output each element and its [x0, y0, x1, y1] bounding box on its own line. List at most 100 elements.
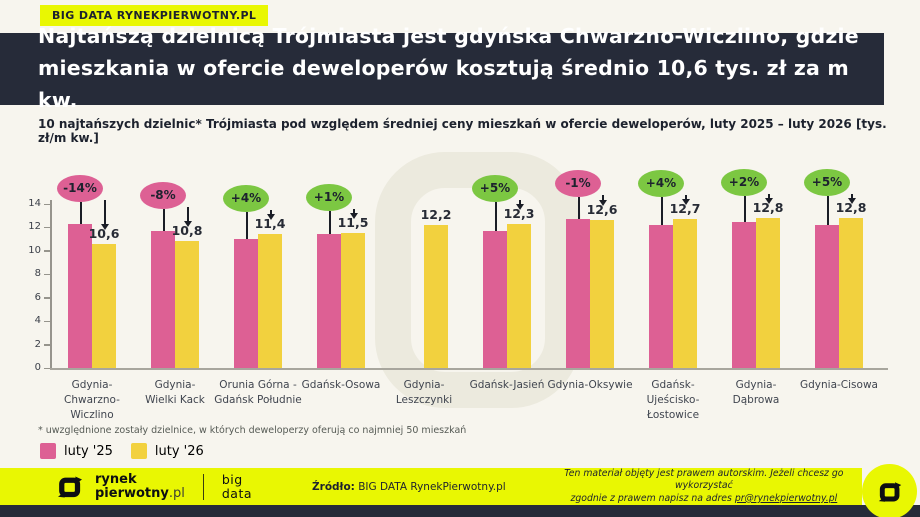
badge-connector-line	[827, 196, 829, 226]
brand-line1: rynek	[95, 471, 137, 487]
bar-luty25	[483, 230, 507, 368]
copyright-line1: Ten materiał objęty jest prawem autorski…	[564, 467, 844, 492]
footer-circle-logo	[862, 464, 917, 517]
source-value: BIG DATA RynekPierwotny.pl	[354, 480, 506, 493]
badge-connector-line	[578, 197, 580, 220]
legend-label-luty26: luty '26	[154, 443, 204, 459]
x-axis-label: Gdańsk-Jasień	[469, 379, 545, 391]
bar-value-label: 12,7	[669, 201, 701, 217]
x-axis-label: Gdynia-Cisowa	[800, 379, 878, 391]
email-link[interactable]: pr@rynekpierwotny.pl	[734, 492, 838, 504]
x-axis-label: Gdynia-Oksywie	[547, 379, 633, 391]
down-arrow-line	[685, 195, 687, 200]
x-axis-label: Gdańsk-Osowa	[301, 379, 381, 391]
down-arrow-head-icon	[266, 214, 275, 221]
bar-luty26	[507, 223, 531, 368]
y-axis-tick	[44, 320, 50, 323]
bar-luty25	[649, 225, 673, 368]
change-badge: -14%	[57, 174, 103, 202]
badge-connector-line	[661, 197, 663, 226]
bar-luty26	[839, 218, 863, 368]
footnote: * uwzględnione zostały dzielnice, w któr…	[38, 425, 467, 436]
down-arrow-line	[353, 209, 355, 214]
source-label: Źródło:	[312, 480, 355, 493]
brand-logo: rynek pierwotny.pl big data	[55, 472, 252, 502]
bar-value-label: 12,8	[835, 200, 867, 216]
bar-luty25	[234, 239, 258, 368]
x-axis-label: Orunia Górna - Gdańsk Południe	[214, 379, 302, 407]
down-arrow-line	[851, 194, 853, 199]
bar-value-label: 12,8	[752, 200, 784, 216]
bar-value-label: 12,2	[420, 207, 452, 223]
x-axis-label: Gdynia- Leszczynki	[395, 379, 453, 407]
change-badge: +2%	[721, 169, 767, 197]
bigdata-wordmark: big data	[222, 473, 252, 499]
bar-luty25	[317, 234, 341, 368]
change-badge: -1%	[555, 170, 601, 198]
rynekpierwotny-logo-icon	[58, 476, 82, 497]
badge-connector-line	[246, 212, 248, 240]
bar-value-label: 12,6	[586, 202, 618, 218]
change-badge: +4%	[223, 185, 269, 213]
down-arrow-head-icon	[183, 221, 192, 228]
legend-swatch-yellow	[130, 443, 147, 459]
bar-luty25	[732, 221, 756, 368]
y-axis-label: 6	[34, 291, 41, 303]
chart-legend: luty '25 luty '26	[40, 443, 204, 459]
copyright-line2: zgodnie z prawem napisz na adres	[570, 492, 735, 504]
plot-area: 0 2 4 6 8 10 12 14 10,6 -14% Gdynia- Chwarzno- Wic…	[28, 169, 892, 421]
y-axis-tick	[44, 250, 50, 252]
y-axis-label: 10	[28, 244, 41, 256]
down-arrow-head-icon	[598, 200, 607, 207]
page-title-line2: mieszkania w ofercie deweloperów kosztuj…	[38, 56, 849, 112]
bar-luty26	[175, 241, 199, 368]
y-axis-tick	[44, 297, 50, 299]
change-badge: +1%	[306, 184, 352, 212]
bar-luty26	[756, 218, 780, 368]
bar-luty26	[590, 220, 614, 368]
bar-luty25	[151, 230, 175, 368]
down-arrow-line	[602, 195, 604, 201]
y-axis-tick	[44, 273, 50, 276]
y-axis-tick	[44, 367, 50, 369]
bottom-accent-strip	[0, 505, 920, 517]
bar-value-label: 11,5	[337, 215, 369, 231]
y-axis-tick	[44, 344, 50, 346]
x-axis-label: Gdynia- Chwarzno- Wiczlino	[64, 379, 120, 422]
change-badge: -8%	[140, 181, 186, 209]
change-badge: +5%	[472, 174, 518, 202]
y-axis-label: 4	[34, 315, 41, 327]
down-arrow-line	[270, 210, 272, 215]
bar-luty26	[92, 243, 116, 368]
legend-label-luty25: luty '25	[64, 443, 113, 459]
title-bar: Najtańszą dzielnicą Trójmiasta jest gdyń…	[0, 24, 884, 112]
bar-chart: 0 2 4 6 8 10 12 14 10,6 -14% Gdynia- Chwarzno- Wic…	[0, 140, 920, 460]
rynekpierwotny-logo-icon	[878, 481, 901, 502]
source-note: Źródło: BIG DATA RynekPierwotny.pl	[312, 481, 506, 493]
down-arrow-line	[519, 199, 521, 204]
down-arrow-head-icon	[681, 199, 690, 206]
down-arrow-line	[187, 206, 189, 222]
y-axis-label: 8	[34, 268, 41, 280]
y-axis-tick	[44, 226, 50, 229]
down-arrow-head-icon	[515, 203, 524, 210]
down-arrow-line	[768, 194, 770, 199]
bar-luty26	[341, 233, 365, 368]
down-arrow-line	[104, 199, 106, 224]
down-arrow-head-icon	[100, 223, 109, 230]
badge-connector-line	[329, 211, 331, 235]
bar-value-label: 11,4	[254, 216, 286, 232]
y-axis-label: 14	[28, 198, 41, 209]
bar-luty26	[424, 225, 448, 368]
x-axis-label: Gdynia- Wielki Kack	[145, 379, 205, 407]
bar-value-label: 10,8	[171, 223, 203, 239]
legend-item-luty25: luty '25	[40, 443, 113, 459]
x-axis-label: Gdańsk- Ujeścisko- Łostowice	[646, 379, 700, 422]
bigdata-line1: big	[221, 472, 243, 488]
page-title-line1: Najtańszą dzielnicą Trójmiasta jest gdyń…	[38, 24, 859, 49]
bar-luty25	[566, 219, 590, 368]
down-arrow-head-icon	[847, 198, 856, 205]
y-axis-label: 2	[34, 338, 41, 350]
y-axis-line	[50, 200, 52, 370]
